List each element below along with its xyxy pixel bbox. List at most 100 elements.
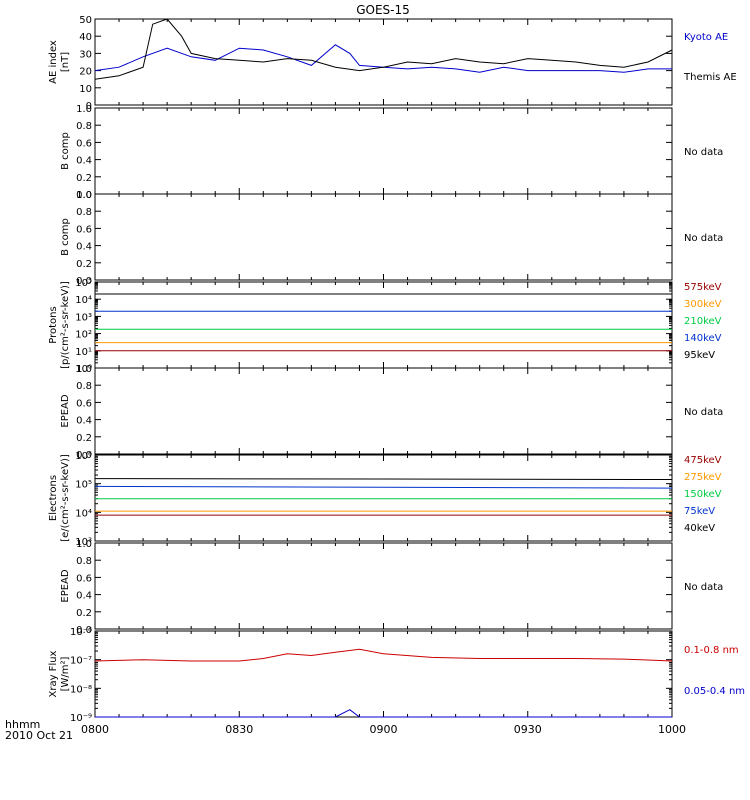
ytick-label: 0.8 [76, 207, 92, 218]
no-data-note: No data [684, 582, 723, 593]
ytick-label: 0.0 [76, 276, 92, 287]
ylabel: EPEAD [60, 394, 71, 428]
legend-entry: Themis AE [683, 72, 737, 83]
ytick-label: 50 [79, 15, 92, 26]
panel-frame [94, 281, 673, 369]
ytick-label: 0.0 [76, 450, 92, 461]
xtick-label: 1000 [658, 723, 686, 736]
time-axis-label: hhmm [5, 718, 40, 731]
ytick-label: 10² [75, 330, 92, 341]
no-data-note: No data [684, 147, 723, 158]
legend-entry: 95keV [684, 350, 715, 361]
panel-6: 0.0 0.2 0.4 0.6 0.8 1.0 EPEAD No data [60, 539, 723, 636]
ytick-label: 0.0 [76, 625, 92, 636]
series-line [94, 648, 673, 662]
ytick-label: 10⁵ [75, 278, 92, 289]
ytick-label: 10⁵ [75, 480, 92, 491]
ytick-label: 1.0 [76, 539, 92, 550]
panel-frame [94, 107, 673, 195]
ylabel: B comp [60, 132, 71, 170]
ytick-label: 0.0 [76, 190, 92, 201]
ytick-label: 0.4 [76, 242, 92, 253]
series-line [95, 709, 672, 718]
legend-entry: 140keV [684, 333, 722, 344]
xtick-label: 0800 [81, 723, 109, 736]
panel-4: 0.0 0.2 0.4 0.6 0.8 1.0 EPEAD No data [60, 364, 723, 461]
ytick-label: 10 [79, 84, 92, 95]
panel-0: 0 10 20 30 40 50 AE index [nT] Kyoto AE Themis AE [48, 15, 737, 112]
ytick-label: 1.0 [76, 364, 92, 375]
ytick-label: 0.6 [76, 138, 92, 149]
ylabel: Protons [48, 306, 59, 343]
series-line [94, 478, 673, 480]
ytick-label: 0.2 [76, 259, 92, 270]
ytick-label: 10⁴ [75, 295, 92, 306]
panels: 0 10 20 30 40 50 AE index [nT] Kyoto AE Themis AE… [48, 15, 745, 736]
legend-entry: 150keV [684, 489, 722, 500]
ytick-label: 0.4 [76, 156, 92, 167]
xtick-label: 0830 [225, 723, 253, 736]
panel-frame [94, 630, 673, 718]
ytick-label: 1.0 [76, 104, 92, 115]
ylabel: Electrons [48, 475, 59, 521]
xtick-label: 0930 [514, 723, 542, 736]
ytick-label: 0 [86, 101, 92, 112]
ytick-label: 0.6 [76, 224, 92, 235]
ytick-label: 30 [79, 49, 92, 60]
ytick-label: 10³ [75, 537, 92, 548]
xtick-label: 0900 [370, 723, 398, 736]
ytick-label: 0.6 [76, 573, 92, 584]
legend-entry: 300keV [684, 299, 722, 310]
ylabel: EPEAD [60, 569, 71, 603]
ylabel: AE index [48, 40, 59, 84]
panel-2: 0.0 0.2 0.4 0.6 0.8 1.0 B comp No data [60, 190, 723, 287]
series-line [94, 485, 673, 489]
ytick-label: 1.0 [76, 190, 92, 201]
ytick-label: 0.8 [76, 381, 92, 392]
legend-entry: 275keV [684, 472, 722, 483]
panel-5: 10³ 10⁴ 10⁵ 10⁶ Electrons [e/(cm²-s-sr-keV)] 4… [48, 451, 722, 548]
ylabel: [W/m²] [60, 656, 71, 691]
ytick-label: 10⁴ [75, 508, 92, 519]
legend-entry: 475keV [684, 455, 722, 466]
panel-7: 10⁻⁹ 10⁻⁸ 10⁻⁷ 10⁻⁶ Xray Flux [W/m²] 0.1-0.8 n… [48, 627, 745, 724]
ytick-label: 0.4 [76, 416, 92, 427]
legend-entry: 75keV [684, 506, 715, 517]
legend-entry: 575keV [684, 282, 722, 293]
ytick-label: 10¹ [75, 347, 92, 358]
ytick-label: 10³ [75, 312, 92, 323]
no-data-note: No data [684, 233, 723, 244]
legend-entry: 40keV [684, 523, 715, 534]
no-data-note: No data [684, 407, 723, 418]
panel-frame [94, 367, 673, 455]
legend-entry: 0.05-0.4 nm [684, 686, 745, 697]
panel-frame [94, 18, 673, 106]
panel-3: 10⁰ 10¹ 10² 10³ 10⁴ 10⁵ Protons [p/(cm²-s-sr-ke… [48, 278, 722, 375]
ytick-label: 10⁻⁸ [70, 684, 92, 695]
ytick-label: 0.6 [76, 398, 92, 409]
ytick-label: 20 [79, 67, 92, 78]
legend-entry: 210keV [684, 316, 722, 327]
ytick-label: 10⁶ [75, 451, 92, 462]
ytick-label: 40 [79, 32, 92, 43]
ylabel: [nT] [60, 52, 71, 72]
ytick-label: 0.8 [76, 556, 92, 567]
ytick-label: 0.2 [76, 433, 92, 444]
panel-1: 0.0 0.2 0.4 0.6 0.8 1.0 B comp No data [60, 104, 723, 201]
ylabel: [p/(cm²-s-sr-keV)] [60, 281, 71, 369]
ytick-label: 0.2 [76, 173, 92, 184]
ytick-label: 0.2 [76, 608, 92, 619]
ylabel: B comp [60, 218, 71, 256]
panel-frame [94, 542, 673, 630]
time-axis-date: 2010 Oct 21 [5, 729, 73, 742]
legend-entry: 0.1-0.8 nm [684, 645, 739, 656]
ytick-label: 10⁻⁶ [70, 627, 92, 638]
series-line [94, 18, 673, 80]
legend-entry: Kyoto AE [684, 32, 728, 43]
panel-frame [94, 454, 673, 542]
ylabel: [e/(cm²-s-sr-keV)] [60, 454, 71, 542]
ylabel: Xray Flux [48, 650, 59, 697]
series-line [94, 44, 672, 73]
ytick-label: 10⁻⁹ [70, 713, 92, 724]
